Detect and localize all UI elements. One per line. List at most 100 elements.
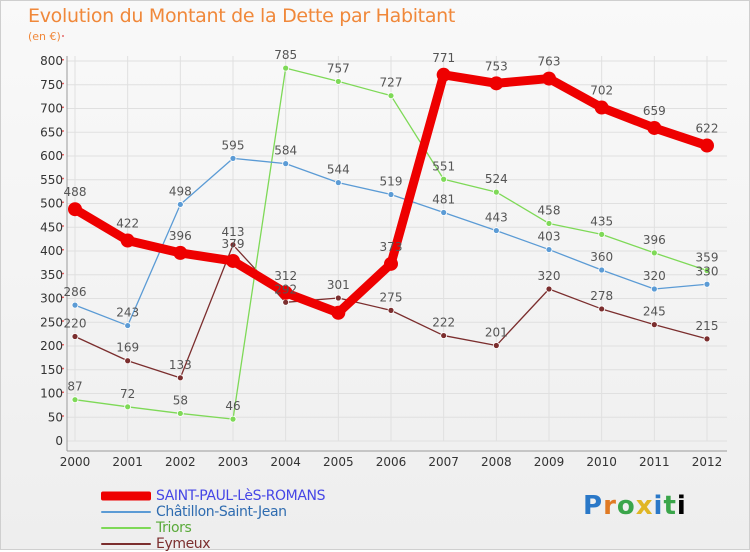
y-tick-minor-mark: [62, 225, 64, 227]
series-point-0: [647, 120, 662, 135]
series-point-2: [387, 92, 395, 100]
data-label: 435: [590, 214, 613, 228]
y-tick-label: 100: [40, 387, 63, 401]
y-tick-label: 150: [40, 363, 63, 377]
series-point-3: [545, 285, 553, 293]
data-label: 763: [538, 55, 561, 69]
series-point-2: [282, 64, 290, 72]
y-tick-label: 200: [40, 339, 63, 353]
series-point-1: [598, 266, 606, 274]
data-label: 275: [380, 290, 403, 304]
x-tick-label: 2004: [270, 455, 301, 469]
data-label: 702: [590, 84, 613, 98]
data-label: 595: [222, 138, 245, 152]
data-label: 727: [380, 76, 403, 90]
series-point-1: [282, 160, 290, 168]
series-point-1: [440, 209, 448, 216]
data-label: 58: [173, 393, 188, 407]
y-tick-label: 600: [40, 149, 63, 163]
data-label: 785: [274, 48, 297, 62]
data-label: 481: [432, 193, 455, 207]
series-point-0: [700, 138, 714, 153]
proxiti-logo: Proxiti: [583, 491, 687, 521]
series-point-0: [542, 71, 556, 86]
legend-swatch: [101, 543, 151, 545]
series-point-1: [703, 280, 711, 288]
series-point-2: [598, 230, 606, 238]
series-point-0: [384, 256, 398, 271]
data-label: 622: [696, 122, 719, 136]
y-tick-minor-mark: [62, 343, 64, 346]
x-tick-label: 2005: [323, 455, 354, 469]
series-point-3: [282, 298, 290, 306]
y-tick-minor-mark: [62, 35, 64, 37]
data-label: 403: [538, 230, 561, 244]
data-label: 373: [380, 240, 403, 254]
series-point-0: [68, 202, 82, 217]
x-tick-label: 2009: [534, 455, 565, 469]
series-point-3: [492, 342, 500, 349]
y-tick-minor-mark: [62, 391, 64, 394]
y-tick-minor-mark: [62, 106, 64, 109]
series-point-1: [71, 301, 79, 309]
y-tick-minor-mark: [62, 415, 64, 417]
data-label: 245: [643, 305, 666, 319]
series-point-1: [650, 285, 658, 293]
x-tick-label: 2007: [428, 455, 459, 469]
series-point-0: [120, 233, 135, 248]
series-point-0: [278, 285, 293, 300]
x-tick-label: 2012: [692, 455, 723, 469]
data-label: 220: [64, 317, 87, 331]
data-label: 413: [222, 225, 245, 239]
legend-swatch: [101, 527, 151, 529]
y-tick-minor-mark: [62, 177, 64, 180]
chart-subtitle: (en €): [28, 30, 61, 43]
data-label: 243: [116, 306, 139, 320]
data-label: 524: [485, 172, 508, 186]
series-point-2: [334, 78, 342, 85]
data-label: 422: [116, 217, 139, 231]
y-tick-minor-mark: [62, 153, 64, 156]
x-tick-label: 2001: [112, 455, 143, 469]
data-label: 443: [485, 211, 508, 225]
series-point-0: [489, 76, 504, 91]
x-tick-label: 2011: [639, 455, 670, 469]
legend-label: Châtillon-Saint-Jean: [156, 504, 287, 520]
data-label: 169: [116, 341, 139, 355]
series-point-0: [226, 253, 240, 268]
series-point-1: [334, 179, 342, 187]
data-label: 379: [222, 237, 245, 251]
data-label: 330: [696, 264, 719, 278]
y-tick-label: 300: [40, 292, 63, 306]
series-point-2: [440, 175, 448, 183]
series-point-0: [331, 305, 346, 320]
legend-label: Triors: [156, 520, 192, 536]
chart-title: Evolution du Montant de la Dette par Hab…: [28, 5, 456, 27]
data-label: 87: [67, 380, 82, 394]
data-label: 396: [169, 229, 192, 243]
legend-label: SAINT-PAUL-LèS-ROMANS: [156, 488, 326, 504]
y-tick-label: 800: [40, 54, 63, 68]
series-point-3: [229, 241, 237, 249]
series-point-2: [492, 188, 500, 196]
x-tick-label: 2000: [60, 455, 91, 469]
series-point-3: [650, 321, 658, 329]
y-tick-minor-mark: [62, 82, 64, 85]
y-tick-label: 500: [40, 197, 63, 211]
data-label: 320: [643, 269, 666, 283]
data-label: 312: [274, 269, 297, 283]
data-label: 519: [380, 174, 403, 188]
data-label: 286: [64, 285, 87, 299]
legend-swatch: [101, 491, 151, 501]
y-tick-minor-mark: [62, 367, 64, 370]
data-label: 771: [432, 51, 455, 65]
series-point-0: [173, 245, 188, 260]
series-point-1: [545, 246, 553, 253]
series-point-1: [492, 227, 500, 234]
series-point-1: [387, 191, 395, 198]
data-label: 46: [225, 399, 240, 413]
series-point-3: [598, 305, 606, 313]
x-tick-label: 2003: [218, 455, 249, 469]
data-label: 659: [643, 104, 666, 118]
data-label: 396: [643, 233, 666, 247]
